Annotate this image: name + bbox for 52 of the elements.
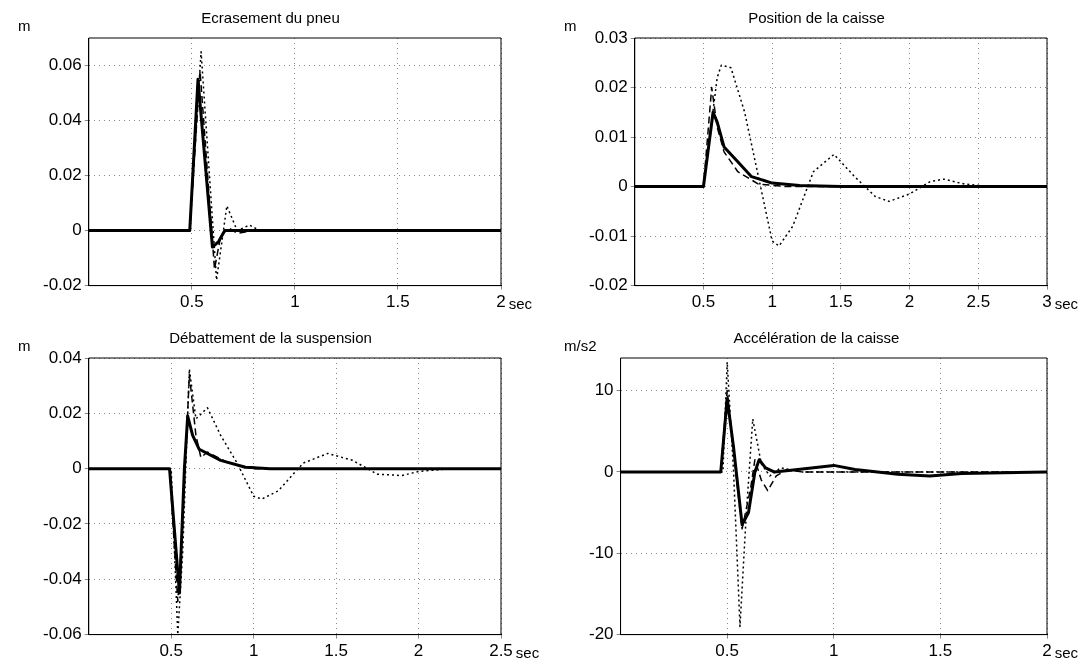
x-tick-label: 0.5 xyxy=(179,292,204,312)
x-tick-label: 2.5 xyxy=(966,292,991,312)
y-tick-label: -0.02 xyxy=(589,275,628,295)
x-tick-label: 1.5 xyxy=(324,641,348,661)
x-axis-title: sec xyxy=(1054,295,1079,313)
x-tick-label: 0.5 xyxy=(159,641,184,661)
x-tick-label: 2 xyxy=(496,292,506,312)
y-axis-title: m xyxy=(564,16,577,34)
chart-title: Débattement de la suspension xyxy=(169,329,372,347)
x-tick-label: 1 xyxy=(290,292,300,312)
x-tick-label: 1.5 xyxy=(829,292,853,312)
chart-title: Accélération de la caisse xyxy=(733,329,900,347)
x-tick-label: 2 xyxy=(1042,641,1052,661)
x-tick-label: 1 xyxy=(829,641,839,661)
y-tick-label: -0.06 xyxy=(43,624,82,644)
y-tick-label: -0.02 xyxy=(43,513,82,533)
y-axis-title: m/s2 xyxy=(564,336,597,354)
x-tick-label: 2.5 xyxy=(489,641,513,661)
y-tick-label: 0.03 xyxy=(594,27,628,47)
y-tick-label: -20 xyxy=(588,624,614,644)
x-tick-label: 0.5 xyxy=(715,641,739,661)
y-tick-label: 0.02 xyxy=(48,403,82,423)
y-tick-label: 0.01 xyxy=(594,126,628,146)
y-tick-label: 0 xyxy=(72,220,82,240)
y-axis-title: m xyxy=(18,16,31,34)
x-tick-label: 2 xyxy=(413,641,424,661)
y-tick-label: 10 xyxy=(594,380,614,400)
y-tick-label: -10 xyxy=(588,542,614,562)
x-axis-title: sec xyxy=(508,295,533,313)
y-tick-label: 0.02 xyxy=(594,77,628,97)
y-tick-label: 0.04 xyxy=(48,347,82,367)
y-tick-label: 0.02 xyxy=(48,165,82,185)
y-tick-label: 0 xyxy=(72,458,82,478)
y-tick-label: 0 xyxy=(604,461,614,481)
y-tick-label: 0 xyxy=(618,176,628,196)
chart-title: Position de la caisse xyxy=(748,9,885,27)
y-axis-title: m xyxy=(18,336,31,354)
y-tick-label: 0.04 xyxy=(48,110,82,130)
x-axis-title: sec xyxy=(515,644,540,662)
x-tick-label: 1.5 xyxy=(386,292,410,312)
y-tick-label: -0.04 xyxy=(43,568,82,588)
x-tick-label: 1 xyxy=(767,292,777,312)
x-tick-label: 3 xyxy=(1042,292,1052,312)
x-tick-label: 0.5 xyxy=(691,292,716,312)
x-axis-title: sec xyxy=(1054,644,1079,662)
y-tick-label: -0.01 xyxy=(589,225,628,245)
x-tick-label: 2 xyxy=(904,292,915,312)
x-tick-label: 1 xyxy=(248,641,259,661)
y-tick-label: 0.06 xyxy=(48,55,82,75)
y-tick-label: -0.02 xyxy=(43,275,82,295)
chart-title: Ecrasement du pneu xyxy=(201,9,340,27)
x-tick-label: 1.5 xyxy=(928,641,953,661)
